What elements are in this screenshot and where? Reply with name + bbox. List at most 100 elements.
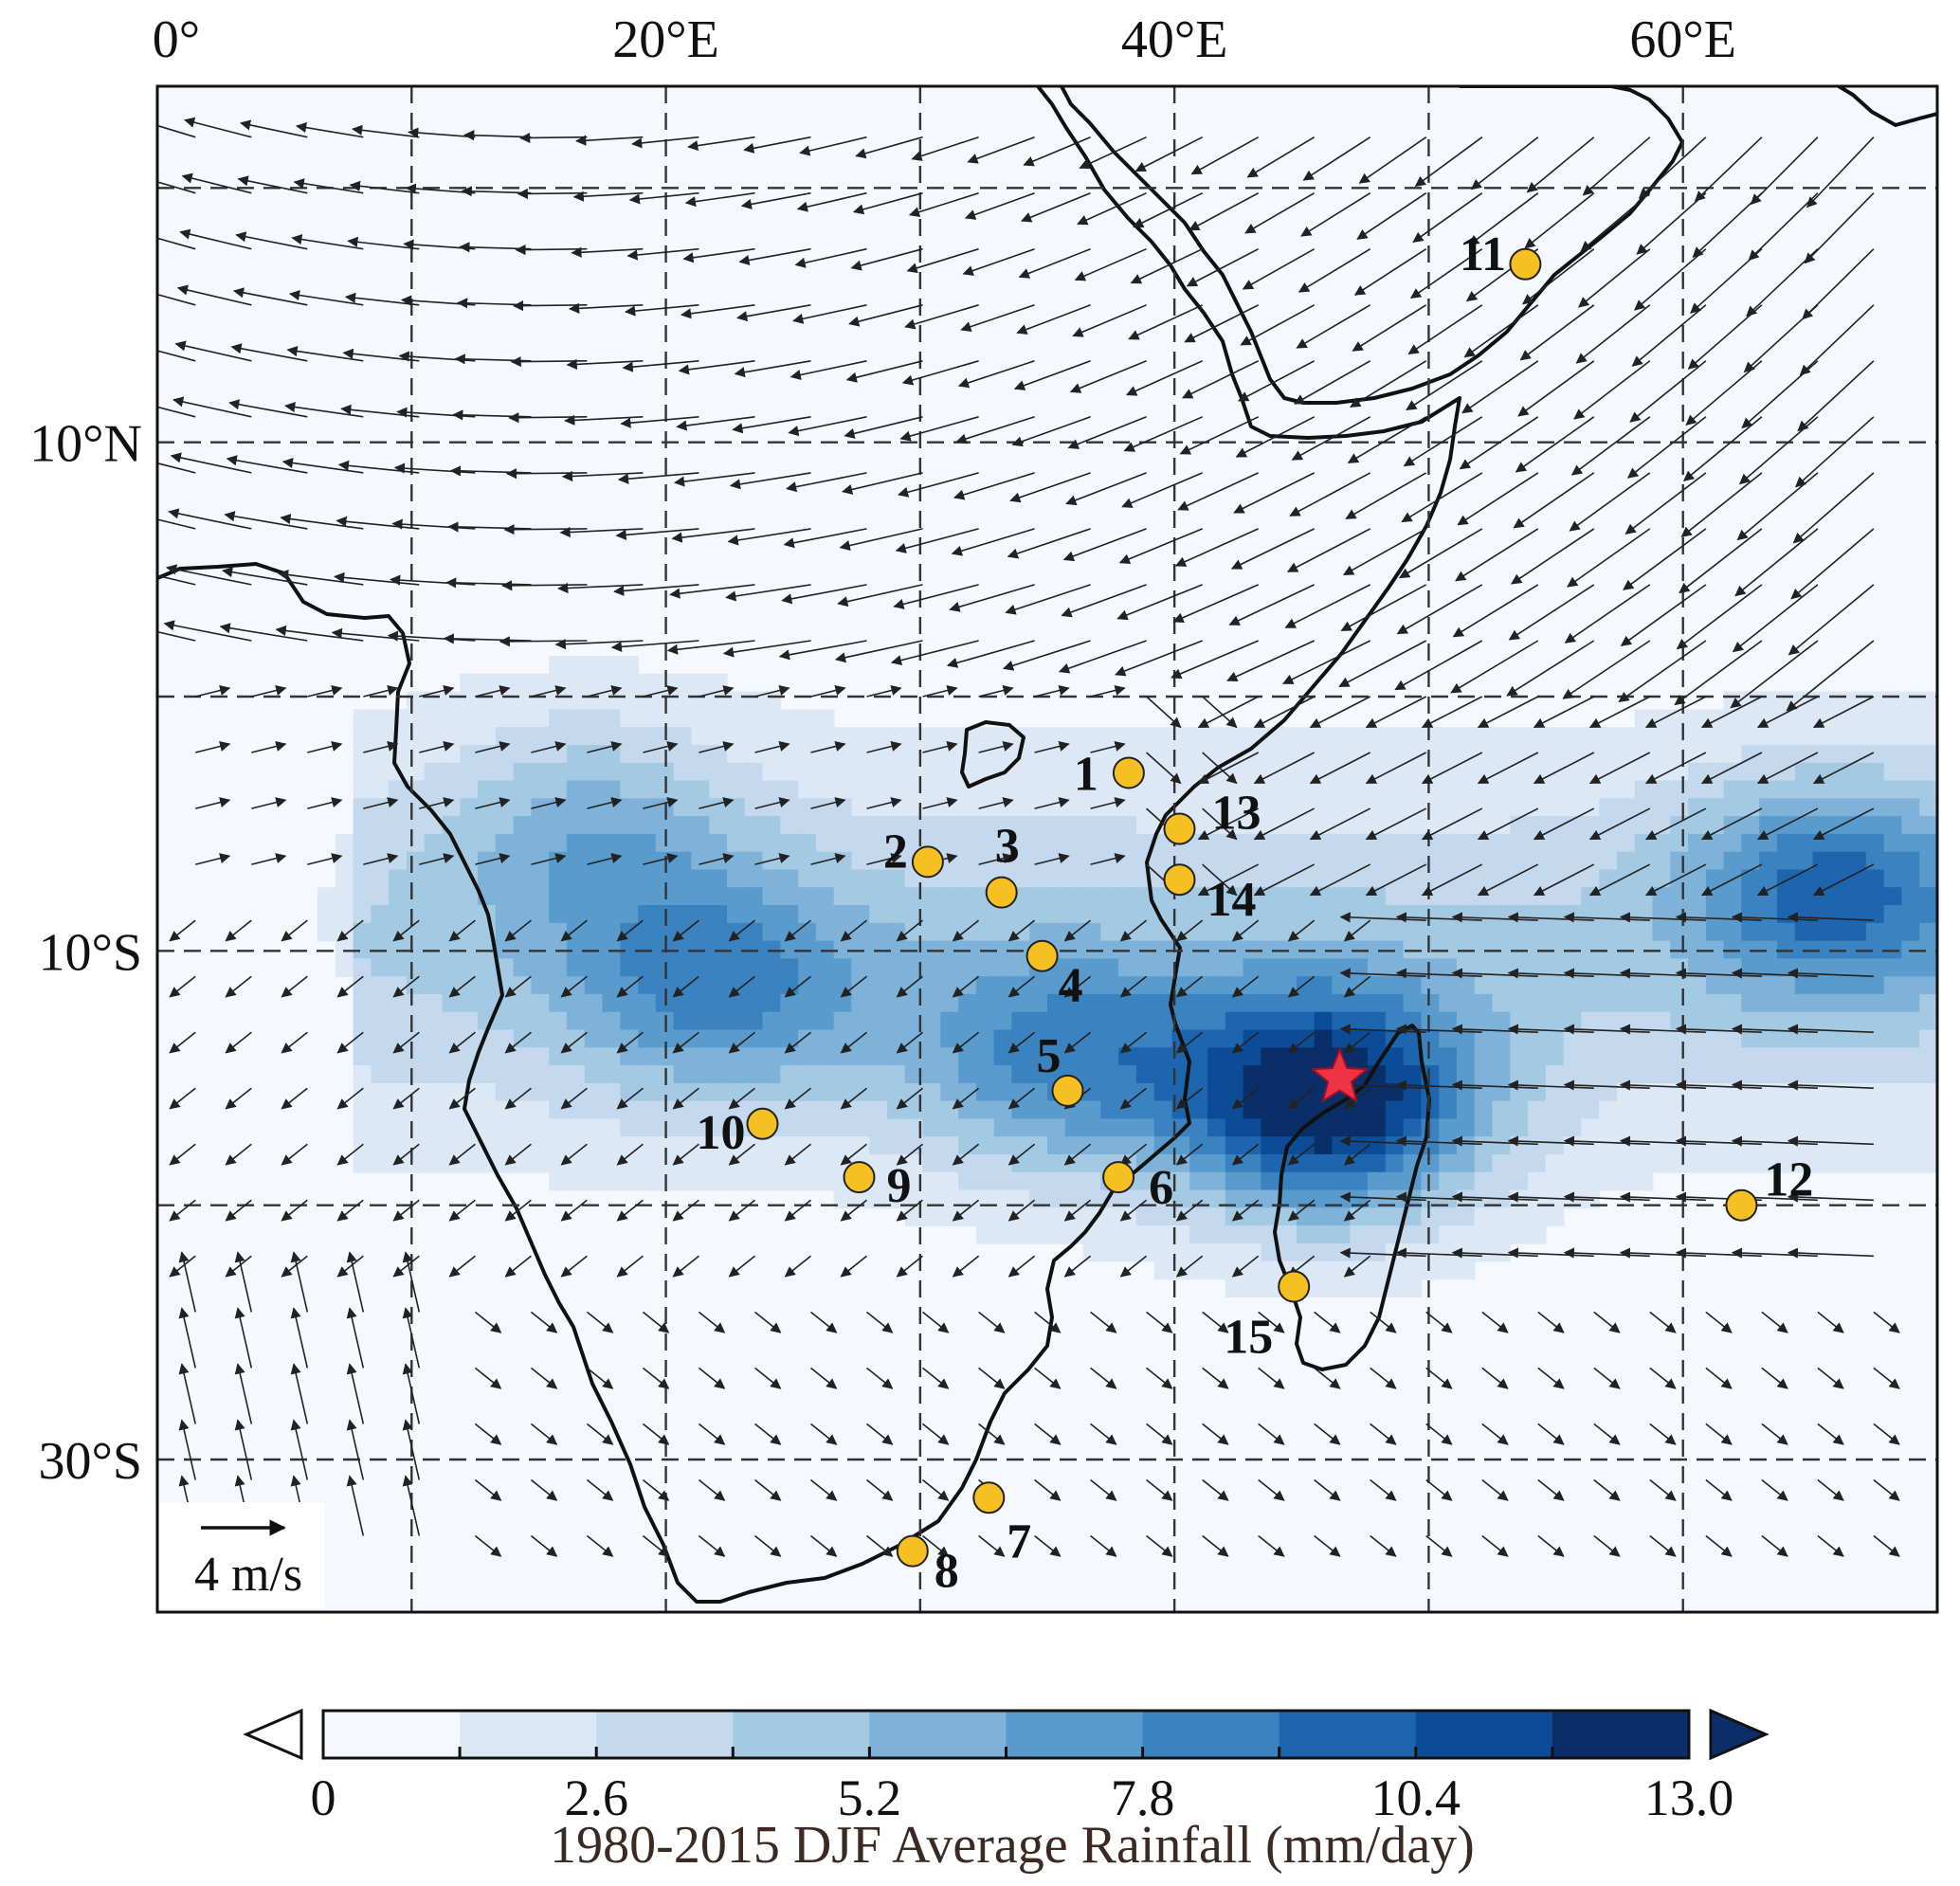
rain-cell bbox=[1421, 851, 1440, 871]
rain-cell bbox=[1883, 727, 1903, 746]
rain-cell bbox=[1350, 1278, 1369, 1298]
rain-cell bbox=[727, 1136, 746, 1155]
rain-cell bbox=[1741, 727, 1760, 746]
rain-cell bbox=[1723, 1011, 1743, 1031]
rain-cell bbox=[1705, 727, 1725, 746]
rain-cell bbox=[478, 1065, 497, 1084]
rain-cell bbox=[709, 709, 728, 728]
rain-cell bbox=[815, 1100, 835, 1120]
rain-cell bbox=[798, 780, 817, 800]
rain-cell bbox=[495, 709, 515, 728]
rain-cell bbox=[513, 1011, 533, 1031]
rain-cell bbox=[1528, 1100, 1547, 1120]
rain-cell bbox=[1777, 869, 1796, 889]
rain-cell bbox=[1599, 1171, 1618, 1191]
wind-arrow bbox=[616, 919, 644, 942]
rain-cell bbox=[798, 1154, 817, 1173]
rain-cell bbox=[353, 1011, 372, 1031]
rain-cell bbox=[406, 1029, 426, 1049]
rain-cell bbox=[495, 691, 515, 711]
rain-cell bbox=[1901, 1011, 1920, 1031]
rain-cell bbox=[1919, 976, 1937, 995]
wind-arrow bbox=[281, 457, 364, 474]
rain-cell bbox=[1153, 1260, 1173, 1280]
rain-cell bbox=[442, 745, 462, 764]
wind-arrow bbox=[890, 640, 979, 666]
rain-cell bbox=[1261, 1118, 1279, 1137]
rain-cell bbox=[1777, 798, 1796, 817]
wind-arrow bbox=[1406, 360, 1483, 411]
rain-cell bbox=[1492, 1207, 1512, 1226]
rain-cell bbox=[1474, 869, 1494, 889]
wind-arrow bbox=[1788, 584, 1875, 656]
wind-arrow bbox=[1451, 1024, 1538, 1035]
rain-cell bbox=[495, 1065, 515, 1084]
rain-cell bbox=[1279, 1118, 1298, 1137]
rain-cell bbox=[1011, 1047, 1030, 1066]
wind-arrow bbox=[1118, 528, 1204, 565]
wind-arrow bbox=[1812, 696, 1875, 729]
wind-arrow bbox=[904, 304, 979, 330]
rain-cell bbox=[1759, 780, 1778, 800]
rain-cell bbox=[1670, 976, 1689, 995]
rain-cell bbox=[1100, 780, 1119, 800]
rain-cell bbox=[851, 1029, 870, 1049]
rain-cell bbox=[1279, 727, 1298, 746]
rain-cell bbox=[1919, 1154, 1937, 1173]
rain-cell bbox=[922, 727, 942, 746]
rain-cell bbox=[1385, 905, 1405, 924]
wind-arrow bbox=[157, 518, 196, 530]
wind-arrow bbox=[896, 1087, 923, 1110]
rain-cell bbox=[1688, 709, 1707, 728]
rain-cell bbox=[1225, 993, 1244, 1013]
rain-cell bbox=[1261, 833, 1279, 853]
rain-cell bbox=[1118, 1082, 1137, 1102]
rain-cell bbox=[709, 1154, 728, 1173]
wind-arrow bbox=[336, 1031, 364, 1054]
rain-cell bbox=[513, 673, 533, 693]
rain-cell bbox=[566, 1011, 586, 1031]
rain-cell bbox=[620, 1118, 639, 1137]
rain-cell bbox=[478, 1118, 497, 1137]
rain-cell bbox=[371, 1136, 390, 1155]
rain-cell bbox=[1883, 905, 1903, 924]
rain-cell bbox=[1314, 780, 1334, 800]
colorbar-over-arrow-icon bbox=[1709, 1708, 1769, 1761]
rain-cell bbox=[1332, 762, 1352, 782]
colorbar-tick-label: 13.0 bbox=[1644, 1769, 1734, 1826]
rain-cell bbox=[531, 1154, 550, 1173]
rain-cell bbox=[1688, 958, 1707, 977]
rain-cell bbox=[1421, 1207, 1440, 1226]
rain-cell bbox=[1581, 833, 1600, 853]
rain-cell bbox=[798, 869, 817, 889]
rain-cell bbox=[709, 780, 728, 800]
wind-arrow bbox=[728, 919, 755, 942]
rain-cell bbox=[371, 958, 390, 977]
rain-cell bbox=[1189, 1189, 1208, 1209]
rain-cell bbox=[371, 798, 390, 817]
rain-cell bbox=[887, 869, 906, 889]
rain-cell bbox=[1082, 727, 1102, 746]
rain-cell bbox=[762, 780, 782, 800]
rain-cell bbox=[709, 1011, 728, 1031]
wind-arrow bbox=[176, 284, 252, 306]
rain-cell bbox=[709, 869, 728, 889]
rain-cell bbox=[1029, 1171, 1048, 1191]
rain-cell bbox=[1332, 745, 1352, 764]
rain-cell bbox=[602, 656, 622, 675]
colorbar-bin bbox=[733, 1711, 870, 1758]
rain-cell bbox=[1528, 833, 1547, 853]
wind-arrow bbox=[1675, 1079, 1762, 1091]
wind-arrow bbox=[1005, 584, 1091, 615]
rain-cell bbox=[1492, 958, 1512, 977]
rain-cell bbox=[1901, 922, 1920, 942]
rain-cell bbox=[620, 1154, 639, 1173]
wind-arrow bbox=[962, 247, 1035, 276]
wind-arrow bbox=[448, 1143, 476, 1166]
rain-cell bbox=[1848, 1100, 1867, 1120]
colorbar-bin bbox=[1142, 1711, 1280, 1758]
rain-cell bbox=[1599, 816, 1618, 835]
rain-cell bbox=[993, 816, 1013, 835]
rain-cell bbox=[869, 727, 888, 746]
wind-arrow bbox=[810, 853, 846, 865]
